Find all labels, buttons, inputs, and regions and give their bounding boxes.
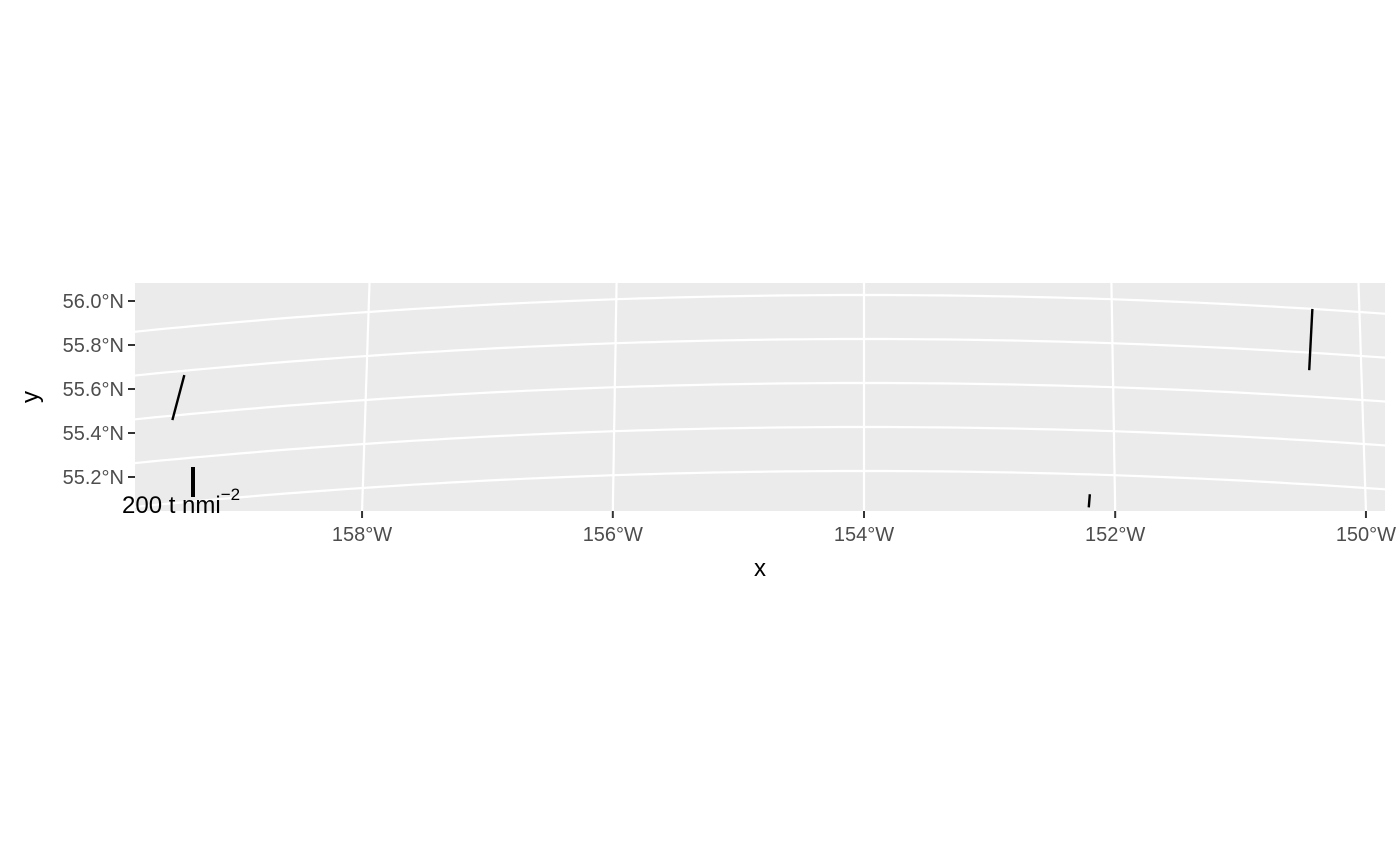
parallel-line: [135, 381, 1385, 421]
parallel-line: [135, 469, 1385, 509]
y-tick-label: 56.0°N: [63, 291, 124, 313]
meridian-line: [1357, 283, 1368, 511]
x-tick-label: 152°W: [1085, 524, 1145, 546]
parallel-line: [0, 515, 1400, 567]
y-tick-label: 55.6°N: [63, 379, 124, 401]
meridian-line: [611, 283, 618, 511]
data-segments: [171, 308, 1314, 508]
y-tick-label: 55.8°N: [63, 335, 124, 357]
legend: 200 t nmi−2: [122, 467, 240, 519]
y-axis-title: y: [17, 391, 44, 403]
y-tick-label: 55.2°N: [63, 467, 124, 489]
legend-exponent: −2: [221, 485, 240, 504]
legend-label: 200 t nmi−2: [122, 485, 240, 519]
x-tick-label: 150°W: [1336, 524, 1396, 546]
graticule: [0, 283, 1400, 567]
meridian-line: [360, 283, 371, 511]
y-axis: 55.2°N 55.4°N 55.6°N 55.8°N 56.0°N: [63, 291, 135, 489]
flux-segment: [171, 374, 186, 421]
y-tick-label: 55.4°N: [63, 423, 124, 445]
plot-panel: [135, 283, 1385, 511]
x-tick-label: 158°W: [332, 524, 392, 546]
parallel-line: [135, 293, 1385, 333]
x-axis: 158°W 156°W 154°W 152°W 150°W: [332, 511, 1396, 546]
x-tick-label: 154°W: [834, 524, 894, 546]
x-tick-label: 156°W: [583, 524, 643, 546]
x-axis-title: x: [754, 555, 766, 582]
parallel-line: [135, 425, 1385, 465]
parallel-line: [135, 337, 1385, 377]
flux-segment: [1308, 308, 1314, 371]
meridian-line: [1110, 283, 1117, 511]
flux-segment: [1087, 494, 1092, 508]
